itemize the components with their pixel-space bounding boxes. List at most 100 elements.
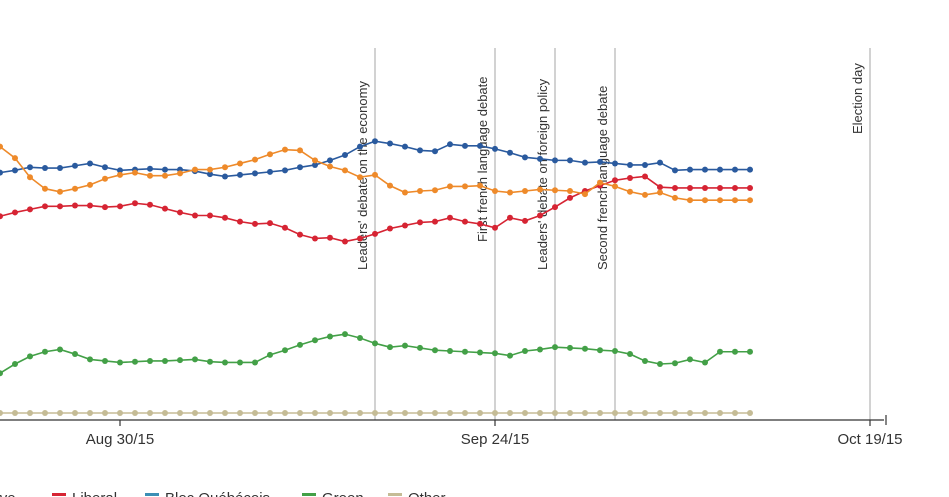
data-point-ndp[interactable]: [342, 167, 348, 174]
data-point-ndp[interactable]: [72, 185, 78, 192]
data-point-ndp[interactable]: [102, 175, 108, 182]
data-point-green[interactable]: [522, 347, 528, 354]
data-point-green[interactable]: [327, 333, 333, 340]
data-point-liberal[interactable]: [732, 184, 738, 191]
data-point-other[interactable]: [492, 410, 498, 416]
data-point-green[interactable]: [612, 347, 618, 354]
data-point-liberal[interactable]: [657, 184, 663, 191]
data-point-liberal[interactable]: [357, 235, 363, 242]
data-point-conservative[interactable]: [552, 157, 558, 164]
data-point-ndp[interactable]: [447, 183, 453, 190]
data-point-conservative[interactable]: [27, 164, 33, 171]
legend-item-green[interactable]: Green: [302, 490, 364, 497]
data-point-green[interactable]: [177, 357, 183, 364]
data-point-conservative[interactable]: [432, 148, 438, 155]
data-point-conservative[interactable]: [522, 154, 528, 161]
data-point-other[interactable]: [132, 410, 138, 416]
data-point-liberal[interactable]: [372, 230, 378, 237]
data-point-other[interactable]: [297, 410, 303, 416]
data-point-green[interactable]: [432, 347, 438, 354]
data-point-conservative[interactable]: [42, 165, 48, 172]
data-point-ndp[interactable]: [537, 186, 543, 193]
data-point-green[interactable]: [492, 350, 498, 357]
data-point-green[interactable]: [717, 348, 723, 355]
data-point-green[interactable]: [597, 347, 603, 354]
data-point-green[interactable]: [42, 348, 48, 355]
data-point-other[interactable]: [57, 410, 63, 416]
data-point-liberal[interactable]: [447, 214, 453, 221]
data-point-green[interactable]: [102, 357, 108, 364]
data-point-other[interactable]: [522, 410, 528, 416]
data-point-liberal[interactable]: [282, 224, 288, 231]
data-point-conservative[interactable]: [357, 143, 363, 150]
data-point-ndp[interactable]: [312, 157, 318, 164]
data-point-green[interactable]: [537, 346, 543, 353]
data-point-other[interactable]: [237, 410, 243, 416]
data-point-ndp[interactable]: [702, 197, 708, 204]
legend-item-conservative[interactable]: Conservative: [0, 490, 16, 497]
data-point-green[interactable]: [507, 352, 513, 359]
data-point-other[interactable]: [87, 410, 93, 416]
data-point-other[interactable]: [12, 410, 18, 416]
legend-item-liberal[interactable]: Liberal: [52, 490, 117, 497]
data-point-liberal[interactable]: [342, 238, 348, 245]
data-point-conservative[interactable]: [657, 159, 663, 166]
data-point-conservative[interactable]: [387, 140, 393, 147]
data-point-liberal[interactable]: [297, 231, 303, 238]
data-point-ndp[interactable]: [372, 171, 378, 178]
data-point-liberal[interactable]: [252, 220, 258, 227]
data-point-liberal[interactable]: [42, 203, 48, 210]
data-point-other[interactable]: [357, 410, 363, 416]
data-point-conservative[interactable]: [732, 166, 738, 173]
data-point-conservative[interactable]: [612, 160, 618, 167]
data-point-green[interactable]: [627, 351, 633, 358]
data-point-conservative[interactable]: [147, 165, 153, 172]
data-point-ndp[interactable]: [237, 160, 243, 167]
data-point-conservative[interactable]: [402, 143, 408, 150]
data-point-other[interactable]: [597, 410, 603, 416]
data-point-ndp[interactable]: [132, 169, 138, 176]
data-point-conservative[interactable]: [12, 167, 18, 174]
data-point-other[interactable]: [0, 410, 3, 416]
data-point-conservative[interactable]: [372, 138, 378, 145]
data-point-liberal[interactable]: [132, 200, 138, 207]
data-point-liberal[interactable]: [72, 202, 78, 209]
data-point-green[interactable]: [312, 337, 318, 344]
data-point-liberal[interactable]: [177, 209, 183, 216]
data-point-ndp[interactable]: [117, 171, 123, 178]
data-point-green[interactable]: [297, 341, 303, 348]
data-point-liberal[interactable]: [387, 225, 393, 232]
data-point-conservative[interactable]: [57, 165, 63, 172]
data-point-green[interactable]: [672, 360, 678, 367]
data-point-liberal[interactable]: [102, 204, 108, 211]
data-point-conservative[interactable]: [702, 166, 708, 173]
data-point-ndp[interactable]: [0, 143, 3, 150]
data-point-ndp[interactable]: [327, 163, 333, 170]
data-point-liberal[interactable]: [687, 184, 693, 191]
data-point-conservative[interactable]: [417, 147, 423, 154]
data-point-green[interactable]: [387, 344, 393, 351]
data-point-conservative[interactable]: [102, 164, 108, 171]
data-point-conservative[interactable]: [0, 169, 3, 176]
data-point-ndp[interactable]: [282, 146, 288, 153]
data-point-conservative[interactable]: [162, 166, 168, 173]
data-point-liberal[interactable]: [162, 205, 168, 212]
data-point-green[interactable]: [27, 353, 33, 360]
data-point-green[interactable]: [162, 357, 168, 364]
data-point-ndp[interactable]: [612, 183, 618, 190]
data-point-green[interactable]: [702, 359, 708, 366]
data-point-ndp[interactable]: [162, 172, 168, 179]
data-point-other[interactable]: [672, 410, 678, 416]
data-point-green[interactable]: [207, 358, 213, 365]
data-point-ndp[interactable]: [492, 188, 498, 195]
data-point-ndp[interactable]: [42, 185, 48, 192]
data-point-liberal[interactable]: [747, 184, 753, 191]
data-point-liberal[interactable]: [117, 203, 123, 210]
data-point-other[interactable]: [732, 410, 738, 416]
data-point-other[interactable]: [702, 410, 708, 416]
data-point-green[interactable]: [252, 359, 258, 366]
data-point-other[interactable]: [687, 410, 693, 416]
data-point-conservative[interactable]: [597, 158, 603, 165]
data-point-ndp[interactable]: [717, 197, 723, 204]
data-point-conservative[interactable]: [222, 173, 228, 180]
